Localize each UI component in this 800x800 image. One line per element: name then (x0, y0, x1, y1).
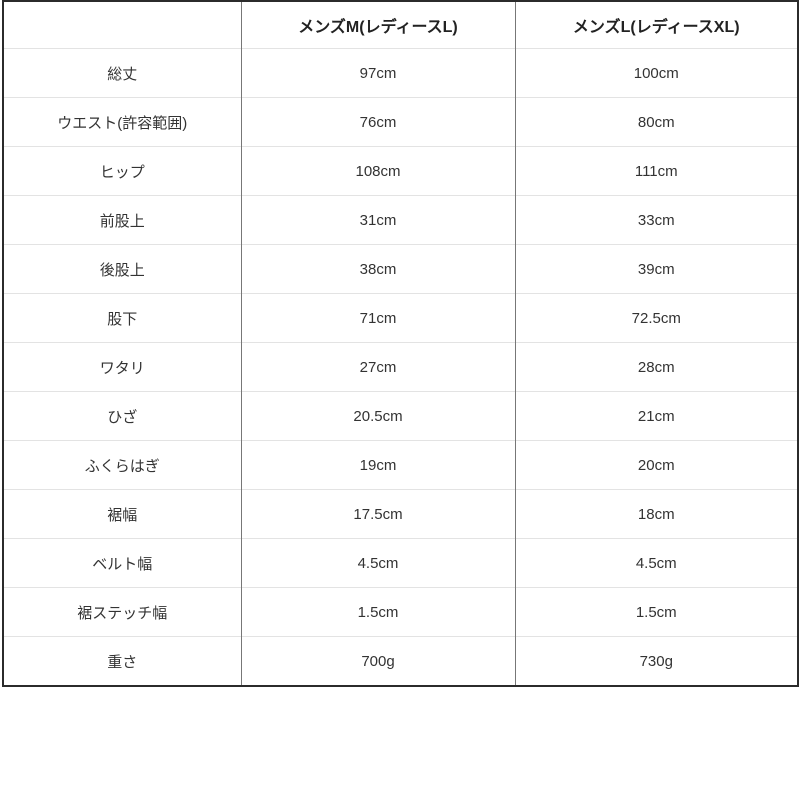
measurement-label: 前股上 (3, 195, 241, 245)
size-chart-header-row: メンズM(レディースL) メンズL(レディースXL) (3, 1, 798, 49)
measurement-label: ふくらはぎ (3, 440, 241, 490)
table-row: ふくらはぎ 19cm 20cm (3, 440, 798, 490)
measurement-value-l: 100cm (514, 48, 798, 98)
measurement-value-l: 39cm (514, 244, 798, 294)
measurement-label: 後股上 (3, 244, 241, 294)
measurement-value-m: 20.5cm (240, 391, 515, 441)
table-row: 裾幅 17.5cm 18cm (3, 489, 798, 539)
measurement-value-m: 108cm (240, 146, 515, 196)
measurement-label: 裾幅 (3, 489, 241, 539)
measurement-value-l: 72.5cm (514, 293, 798, 343)
table-row: ワタリ 27cm 28cm (3, 342, 798, 392)
measurement-label: ひざ (3, 391, 241, 441)
table-row: ウエスト(許容範囲) 76cm 80cm (3, 97, 798, 147)
measurement-label: 裾ステッチ幅 (3, 587, 241, 637)
measurement-value-l: 20cm (514, 440, 798, 490)
measurement-value-l: 33cm (514, 195, 798, 245)
measurement-value-m: 71cm (240, 293, 515, 343)
measurement-value-m: 4.5cm (240, 538, 515, 588)
table-row: 後股上 38cm 39cm (3, 244, 798, 294)
measurement-value-m: 97cm (240, 48, 515, 98)
measurement-label: ヒップ (3, 146, 241, 196)
header-empty-cell (3, 1, 241, 49)
size-chart-table: メンズM(レディースL) メンズL(レディースXL) 総丈 97cm 100cm… (2, 0, 799, 687)
measurement-label: ワタリ (3, 342, 241, 392)
header-size-m: メンズM(レディースL) (240, 1, 515, 49)
measurement-value-l: 1.5cm (514, 587, 798, 637)
measurement-value-l: 80cm (514, 97, 798, 147)
measurement-value-m: 700g (240, 636, 515, 686)
table-row: ベルト幅 4.5cm 4.5cm (3, 538, 798, 588)
table-row: 重さ 700g 730g (3, 636, 798, 686)
measurement-value-m: 17.5cm (240, 489, 515, 539)
table-row: ひざ 20.5cm 21cm (3, 391, 798, 441)
measurement-value-l: 18cm (514, 489, 798, 539)
measurement-label: 総丈 (3, 48, 241, 98)
measurement-label: 股下 (3, 293, 241, 343)
measurement-value-m: 31cm (240, 195, 515, 245)
table-row: ヒップ 108cm 111cm (3, 146, 798, 196)
table-row: 股下 71cm 72.5cm (3, 293, 798, 343)
measurement-label: ベルト幅 (3, 538, 241, 588)
table-row: 裾ステッチ幅 1.5cm 1.5cm (3, 587, 798, 637)
measurement-value-m: 76cm (240, 97, 515, 147)
measurement-value-l: 21cm (514, 391, 798, 441)
measurement-value-l: 28cm (514, 342, 798, 392)
measurement-value-l: 4.5cm (514, 538, 798, 588)
measurement-value-l: 730g (514, 636, 798, 686)
measurement-value-l: 111cm (514, 146, 798, 196)
measurement-value-m: 1.5cm (240, 587, 515, 637)
measurement-value-m: 27cm (240, 342, 515, 392)
table-row: 総丈 97cm 100cm (3, 48, 798, 98)
table-row: 前股上 31cm 33cm (3, 195, 798, 245)
header-size-l: メンズL(レディースXL) (514, 1, 798, 49)
measurement-label: ウエスト(許容範囲) (3, 97, 241, 147)
measurement-value-m: 38cm (240, 244, 515, 294)
measurement-value-m: 19cm (240, 440, 515, 490)
measurement-label: 重さ (3, 636, 241, 686)
